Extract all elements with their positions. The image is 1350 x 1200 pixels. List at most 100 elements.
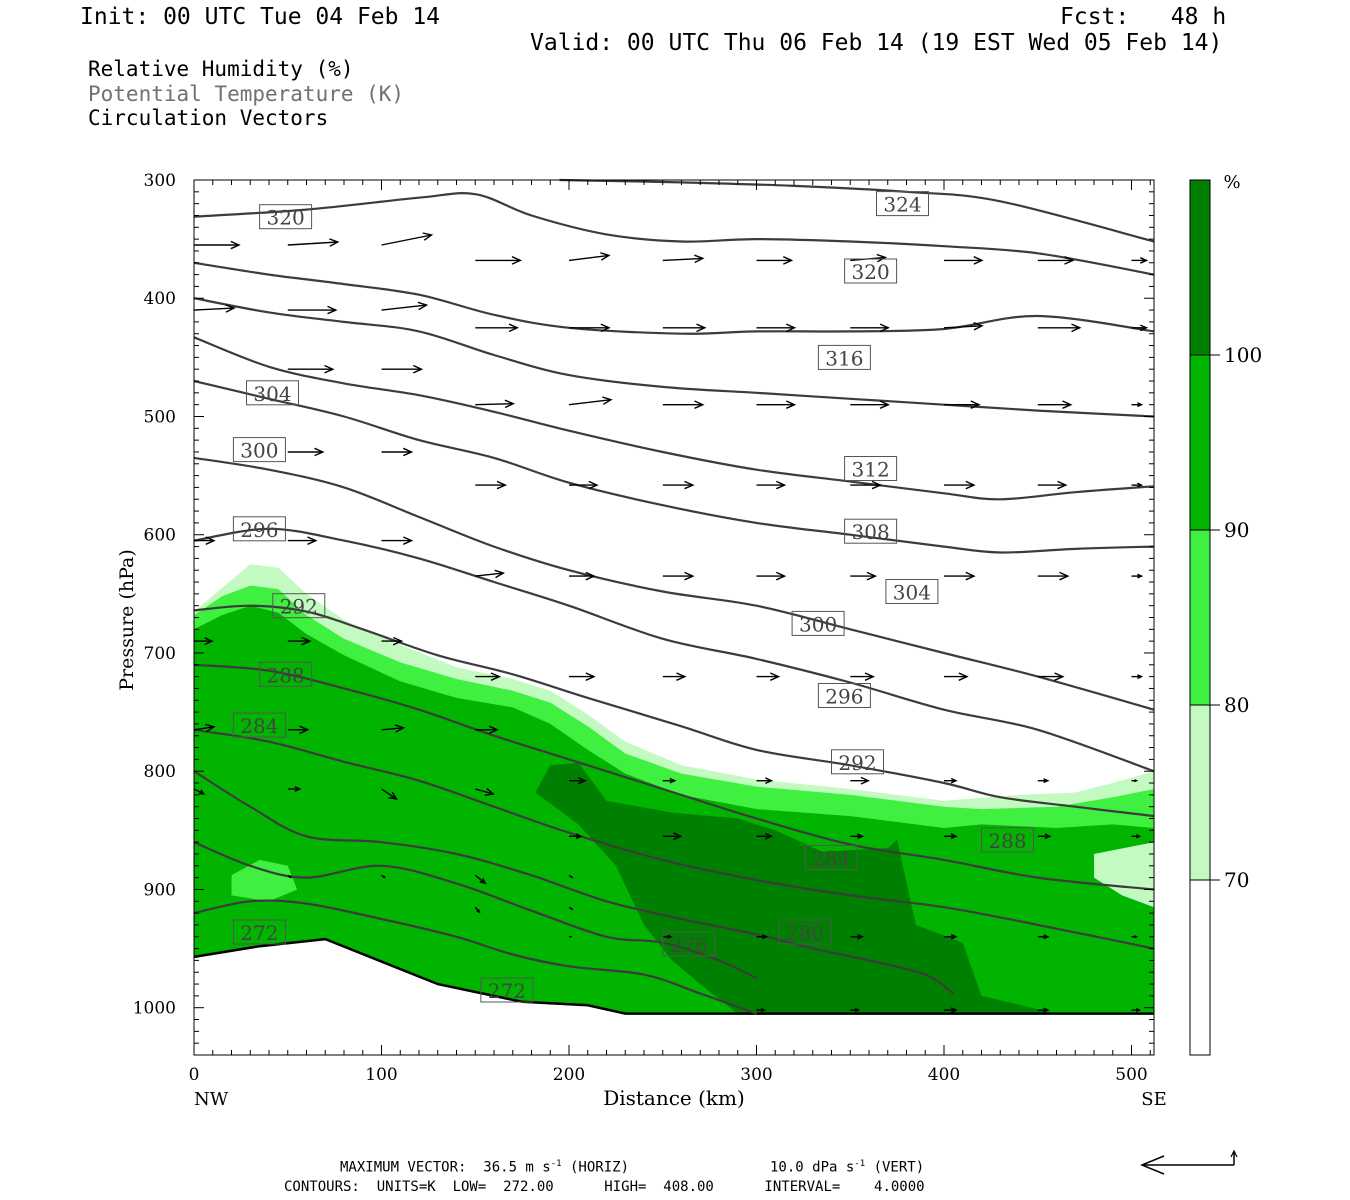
vector-head bbox=[965, 480, 976, 490]
vector-arrow bbox=[662, 934, 673, 939]
vector-arrow bbox=[1037, 672, 1065, 681]
vector-shaft bbox=[475, 572, 504, 577]
vector-head bbox=[879, 323, 891, 333]
reference-arrow bbox=[1140, 1149, 1238, 1175]
vector-shaft bbox=[287, 241, 338, 246]
contour-label-text: 320 bbox=[267, 206, 305, 230]
vector-head bbox=[973, 256, 984, 265]
vector-head bbox=[1043, 934, 1050, 940]
colorbar-label: 90 bbox=[1224, 518, 1249, 542]
contour-label: 292 bbox=[831, 749, 884, 775]
vector-head bbox=[570, 907, 574, 911]
contour-label: 304 bbox=[885, 579, 939, 605]
vector-head bbox=[413, 364, 424, 374]
vector-arrow bbox=[662, 832, 683, 841]
contour-label: 288 bbox=[259, 661, 313, 687]
vector-head bbox=[488, 725, 500, 735]
contour-label: 300 bbox=[232, 437, 286, 463]
vector-head bbox=[950, 777, 958, 784]
vector-head bbox=[776, 571, 787, 581]
vector-arrow bbox=[662, 672, 687, 681]
contour-label-text: 276 bbox=[670, 933, 708, 957]
x-axis-title: Distance (km) bbox=[603, 1086, 745, 1110]
rh-region-80-5 bbox=[231, 859, 298, 902]
vector-head bbox=[786, 323, 797, 333]
vector-arrow bbox=[756, 672, 781, 681]
vector-shaft bbox=[568, 254, 610, 262]
vector-arrow bbox=[569, 672, 596, 681]
vector-arrow bbox=[944, 256, 984, 265]
vector-shaft bbox=[381, 788, 397, 800]
vector-arrow bbox=[287, 238, 340, 247]
theta-contour-300-5 bbox=[193, 379, 1155, 554]
vector-head bbox=[588, 480, 599, 490]
vector-head bbox=[205, 723, 216, 733]
vector-head bbox=[570, 875, 574, 879]
vector-arrow bbox=[194, 240, 241, 250]
theta-contour-320-0 bbox=[193, 192, 1155, 276]
vector-head bbox=[864, 672, 876, 681]
contour-label-text: 280 bbox=[786, 921, 824, 945]
theta-contour-316-3 bbox=[193, 297, 1155, 418]
vector-arrow bbox=[287, 725, 310, 735]
vector-head bbox=[600, 323, 611, 333]
vector-arrow bbox=[569, 777, 587, 785]
colorbar-label: 70 bbox=[1224, 868, 1249, 892]
vector-head bbox=[669, 777, 677, 784]
vector-shaft bbox=[475, 403, 514, 406]
contour-label: 288 bbox=[981, 827, 1034, 853]
vector-head bbox=[602, 396, 613, 405]
x-tick-label: 500 bbox=[1115, 1065, 1147, 1085]
contour-label-text: 304 bbox=[893, 581, 931, 605]
theta-contour-304-4 bbox=[193, 336, 1155, 501]
contour-label-text: 320 bbox=[852, 260, 890, 284]
vector-arrow bbox=[662, 323, 707, 333]
theta-contour-280-10 bbox=[193, 728, 1155, 950]
contour-info: CONTOURS: UNITS=K LOW= 272.00 HIGH= 408.… bbox=[284, 1179, 925, 1195]
vector-head bbox=[393, 636, 404, 646]
vector-head bbox=[585, 672, 596, 681]
vector-head bbox=[694, 254, 705, 264]
vector-arrow bbox=[662, 480, 695, 490]
x-tick-label: 100 bbox=[365, 1065, 397, 1085]
max-vector-horiz: MAXIMUM VECTOR: 36.5 m s bbox=[340, 1159, 551, 1176]
vector-arrow bbox=[943, 321, 984, 331]
vector-head bbox=[1135, 834, 1142, 839]
vector-arrow bbox=[381, 232, 434, 246]
x-left-label: NW bbox=[194, 1089, 229, 1110]
vector-arrow bbox=[475, 725, 500, 735]
colorbar-swatch bbox=[1189, 529, 1211, 706]
contour-label: 296 bbox=[817, 683, 871, 709]
vector-arrow bbox=[1131, 573, 1144, 579]
vector-head bbox=[289, 875, 293, 879]
valid-time: Valid: 00 UTC Thu 06 Feb 14 (19 EST Wed … bbox=[530, 30, 1223, 56]
contour-label-box bbox=[817, 683, 871, 708]
vector-head bbox=[857, 833, 865, 840]
vector-shaft bbox=[193, 726, 215, 731]
vector-arrow bbox=[287, 305, 338, 315]
vector-head bbox=[1043, 778, 1050, 784]
theta-contour-272-12 bbox=[193, 899, 757, 1015]
legend-theta: Potential Temperature (K) bbox=[88, 82, 405, 106]
contour-label-box bbox=[246, 380, 299, 406]
vector-head bbox=[299, 725, 310, 735]
vector-arrow bbox=[1037, 571, 1070, 581]
vector-arrow bbox=[944, 480, 976, 490]
vector-head bbox=[950, 833, 958, 840]
vector-head bbox=[1134, 935, 1139, 939]
rh-fill-layer bbox=[193, 564, 1154, 1055]
vector-head bbox=[1137, 482, 1144, 488]
vector-arrow bbox=[475, 256, 523, 265]
vector-arrow bbox=[474, 874, 487, 885]
vector-head bbox=[600, 252, 611, 261]
vector-head bbox=[422, 232, 434, 241]
vector-arrow bbox=[568, 396, 613, 406]
y-tick-label: 700 bbox=[144, 644, 176, 664]
vector-arrow bbox=[944, 400, 981, 409]
vector-head bbox=[950, 1007, 958, 1013]
vector-arrow bbox=[475, 569, 506, 579]
contour-label: 300 bbox=[791, 610, 845, 636]
contour-label: 320 bbox=[259, 204, 313, 230]
vector-arrow bbox=[287, 536, 318, 545]
